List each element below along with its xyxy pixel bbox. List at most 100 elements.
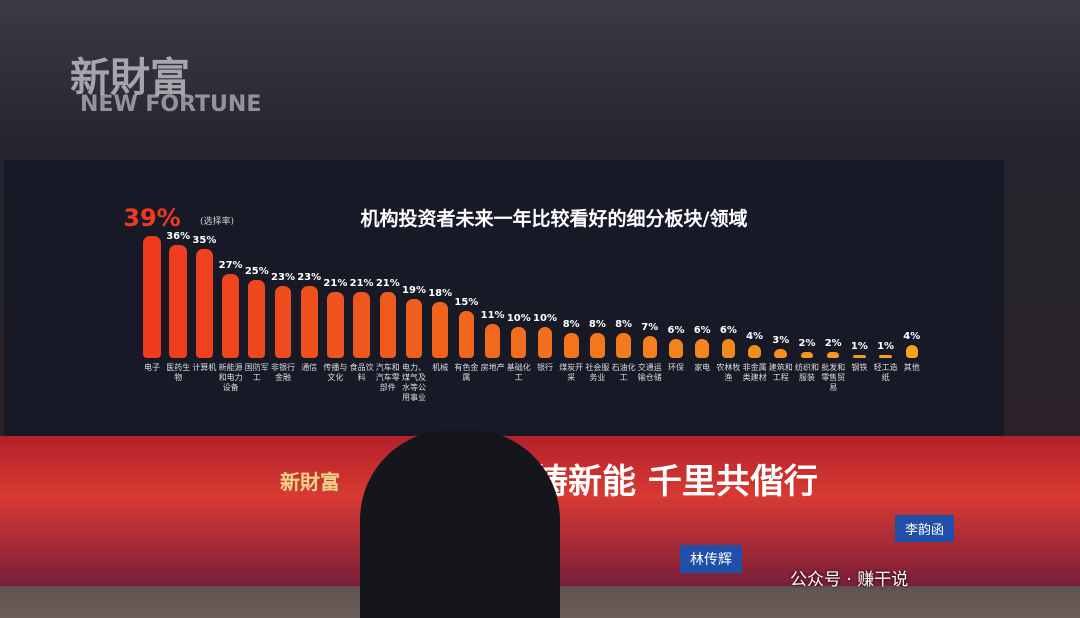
category-label: 汽车和汽车零部件 bbox=[375, 363, 400, 392]
bar bbox=[826, 351, 840, 358]
value-label: 7% bbox=[641, 322, 659, 334]
value-label: 11% bbox=[480, 309, 505, 321]
bar bbox=[327, 292, 344, 358]
bar bbox=[669, 339, 683, 358]
value-label: 8% bbox=[562, 318, 580, 330]
bar bbox=[905, 345, 918, 358]
category-label: 轻工造纸 bbox=[873, 363, 898, 382]
bar bbox=[379, 292, 396, 358]
category-label: 基础化工 bbox=[506, 363, 531, 382]
bar bbox=[879, 354, 892, 358]
watermark: 公众号 · 赚干说 bbox=[790, 570, 909, 590]
bar bbox=[800, 351, 814, 358]
value-label: 1% bbox=[877, 340, 895, 352]
chart-title: 机构投资者未来一年比较看好的细分板块/领域 bbox=[360, 208, 748, 230]
bar bbox=[774, 348, 788, 358]
bar bbox=[721, 339, 736, 358]
value-label: 21% bbox=[375, 278, 400, 290]
category-label: 传播与文化 bbox=[323, 363, 348, 382]
category-label: 非银行金融 bbox=[271, 363, 295, 382]
value-label: 1% bbox=[850, 340, 868, 352]
category-label: 其他 bbox=[903, 363, 920, 372]
bar bbox=[642, 336, 657, 358]
category-label: 钢铁 bbox=[851, 363, 868, 372]
bar bbox=[511, 326, 527, 358]
bar bbox=[169, 245, 188, 358]
value-label: 23% bbox=[297, 272, 322, 284]
value-label: 25% bbox=[244, 265, 269, 277]
value-label: 6% bbox=[693, 325, 711, 337]
bar bbox=[537, 326, 553, 358]
banner-brand: 新財富 bbox=[280, 470, 340, 494]
audience-head bbox=[360, 430, 560, 618]
value-label: 27% bbox=[218, 259, 243, 271]
category-label: 计算机 bbox=[192, 363, 217, 372]
nameplate: 李韵函 bbox=[895, 515, 955, 542]
plot: 39% 电子 36% 医药生物 35% 计算机 27% 新能源和电力设备 25% 国防军工 23% 非… bbox=[4, 160, 1004, 436]
value-label: 4% bbox=[746, 331, 764, 343]
value-label: 39% bbox=[123, 204, 181, 232]
value-label: 19% bbox=[402, 284, 426, 296]
category-label: 医药生物 bbox=[166, 363, 191, 382]
category-label: 非金属类建材 bbox=[742, 363, 767, 382]
category-label: 煤炭开采 bbox=[559, 363, 584, 382]
category-label: 新能源和电力设备 bbox=[218, 363, 243, 392]
annotation: (选择率) bbox=[200, 217, 235, 227]
category-label: 通信 bbox=[301, 363, 318, 372]
value-label: 10% bbox=[506, 312, 531, 324]
bar bbox=[432, 301, 449, 358]
bar bbox=[458, 311, 475, 358]
value-label: 18% bbox=[428, 287, 453, 299]
value-label: 2% bbox=[798, 337, 816, 349]
value-label: 8% bbox=[615, 318, 633, 330]
category-label: 食品饮料 bbox=[349, 363, 374, 382]
bar bbox=[195, 248, 214, 358]
category-label: 银行 bbox=[537, 363, 553, 372]
category-label: 纺织和服装 bbox=[795, 363, 819, 382]
backdrop-brand-en: NEW FORTUNE bbox=[80, 92, 262, 117]
bar bbox=[300, 286, 318, 358]
bar bbox=[695, 339, 709, 358]
category-label: 交通运输仓储 bbox=[637, 363, 662, 382]
category-label: 电力、煤气及水等公用事业 bbox=[402, 363, 426, 402]
value-label: 21% bbox=[349, 278, 374, 290]
bar bbox=[221, 273, 240, 358]
category-label: 有色金属 bbox=[454, 363, 479, 382]
bar bbox=[747, 345, 762, 358]
bar bbox=[590, 332, 605, 358]
bar bbox=[484, 323, 501, 358]
category-label: 房地产 bbox=[480, 363, 505, 372]
bar bbox=[853, 354, 866, 358]
category-label: 家电 bbox=[694, 363, 711, 372]
screen: 机构投资者未来一年比较看好的细分板块/领域 (选择率) 39% 电子 36% 医药生物… bbox=[4, 160, 1004, 436]
value-label: 35% bbox=[192, 234, 217, 246]
bar bbox=[406, 298, 422, 358]
value-label: 23% bbox=[271, 272, 295, 284]
category-label: 石油化工 bbox=[611, 363, 636, 382]
value-label: 4% bbox=[903, 331, 921, 343]
value-label: 3% bbox=[772, 334, 790, 346]
value-label: 6% bbox=[667, 325, 685, 337]
bar bbox=[353, 292, 370, 358]
category-label: 建筑和工程 bbox=[768, 363, 793, 382]
category-label: 批发和零售贸易 bbox=[821, 363, 846, 392]
value-label: 36% bbox=[166, 231, 191, 243]
category-label: 国防军工 bbox=[244, 363, 269, 382]
value-label: 2% bbox=[824, 337, 842, 349]
value-label: 21% bbox=[323, 278, 348, 290]
category-label: 电子 bbox=[144, 363, 160, 372]
value-label: 8% bbox=[588, 318, 606, 330]
bar bbox=[616, 332, 631, 358]
category-label: 社会服务业 bbox=[585, 363, 610, 382]
value-label: 6% bbox=[719, 325, 737, 337]
bar bbox=[248, 279, 266, 358]
bar bbox=[274, 286, 292, 358]
value-label: 15% bbox=[454, 297, 479, 309]
value-label: 10% bbox=[533, 312, 557, 324]
backdrop-brand: 新財富 bbox=[70, 55, 190, 101]
bar bbox=[143, 236, 161, 358]
category-label: 机械 bbox=[432, 363, 449, 372]
category-label: 农林牧渔 bbox=[716, 363, 741, 382]
bar bbox=[563, 332, 579, 358]
